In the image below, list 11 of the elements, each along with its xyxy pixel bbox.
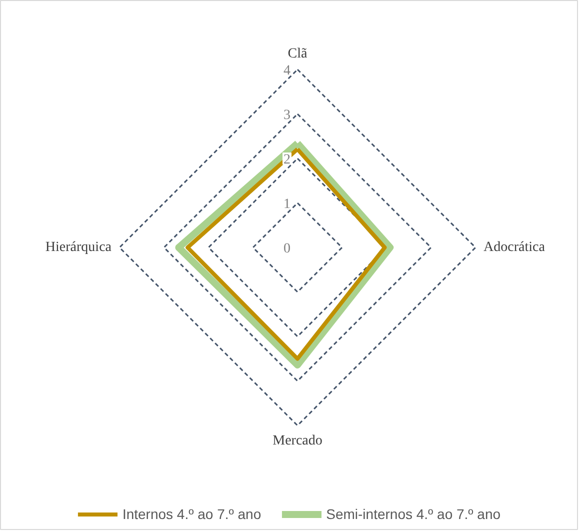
legend-label: Semi-internos 4.º ao 7.º ano (326, 506, 501, 522)
spoke-label: Mercado (272, 434, 322, 448)
y-tick-label: 1 (284, 197, 290, 212)
spoke-label: Clã (288, 46, 308, 62)
y-tick-label: 2 (284, 152, 290, 168)
legend-label: Internos 4.º ao 7.º ano (122, 506, 262, 522)
spoke-label: Adocrática (484, 240, 546, 255)
y-tick-label: 3 (284, 108, 290, 123)
y-tick-label: 0 (284, 242, 290, 256)
spoke-label: Hierárquica (45, 240, 112, 255)
y-tick-label: 4 (284, 64, 290, 78)
